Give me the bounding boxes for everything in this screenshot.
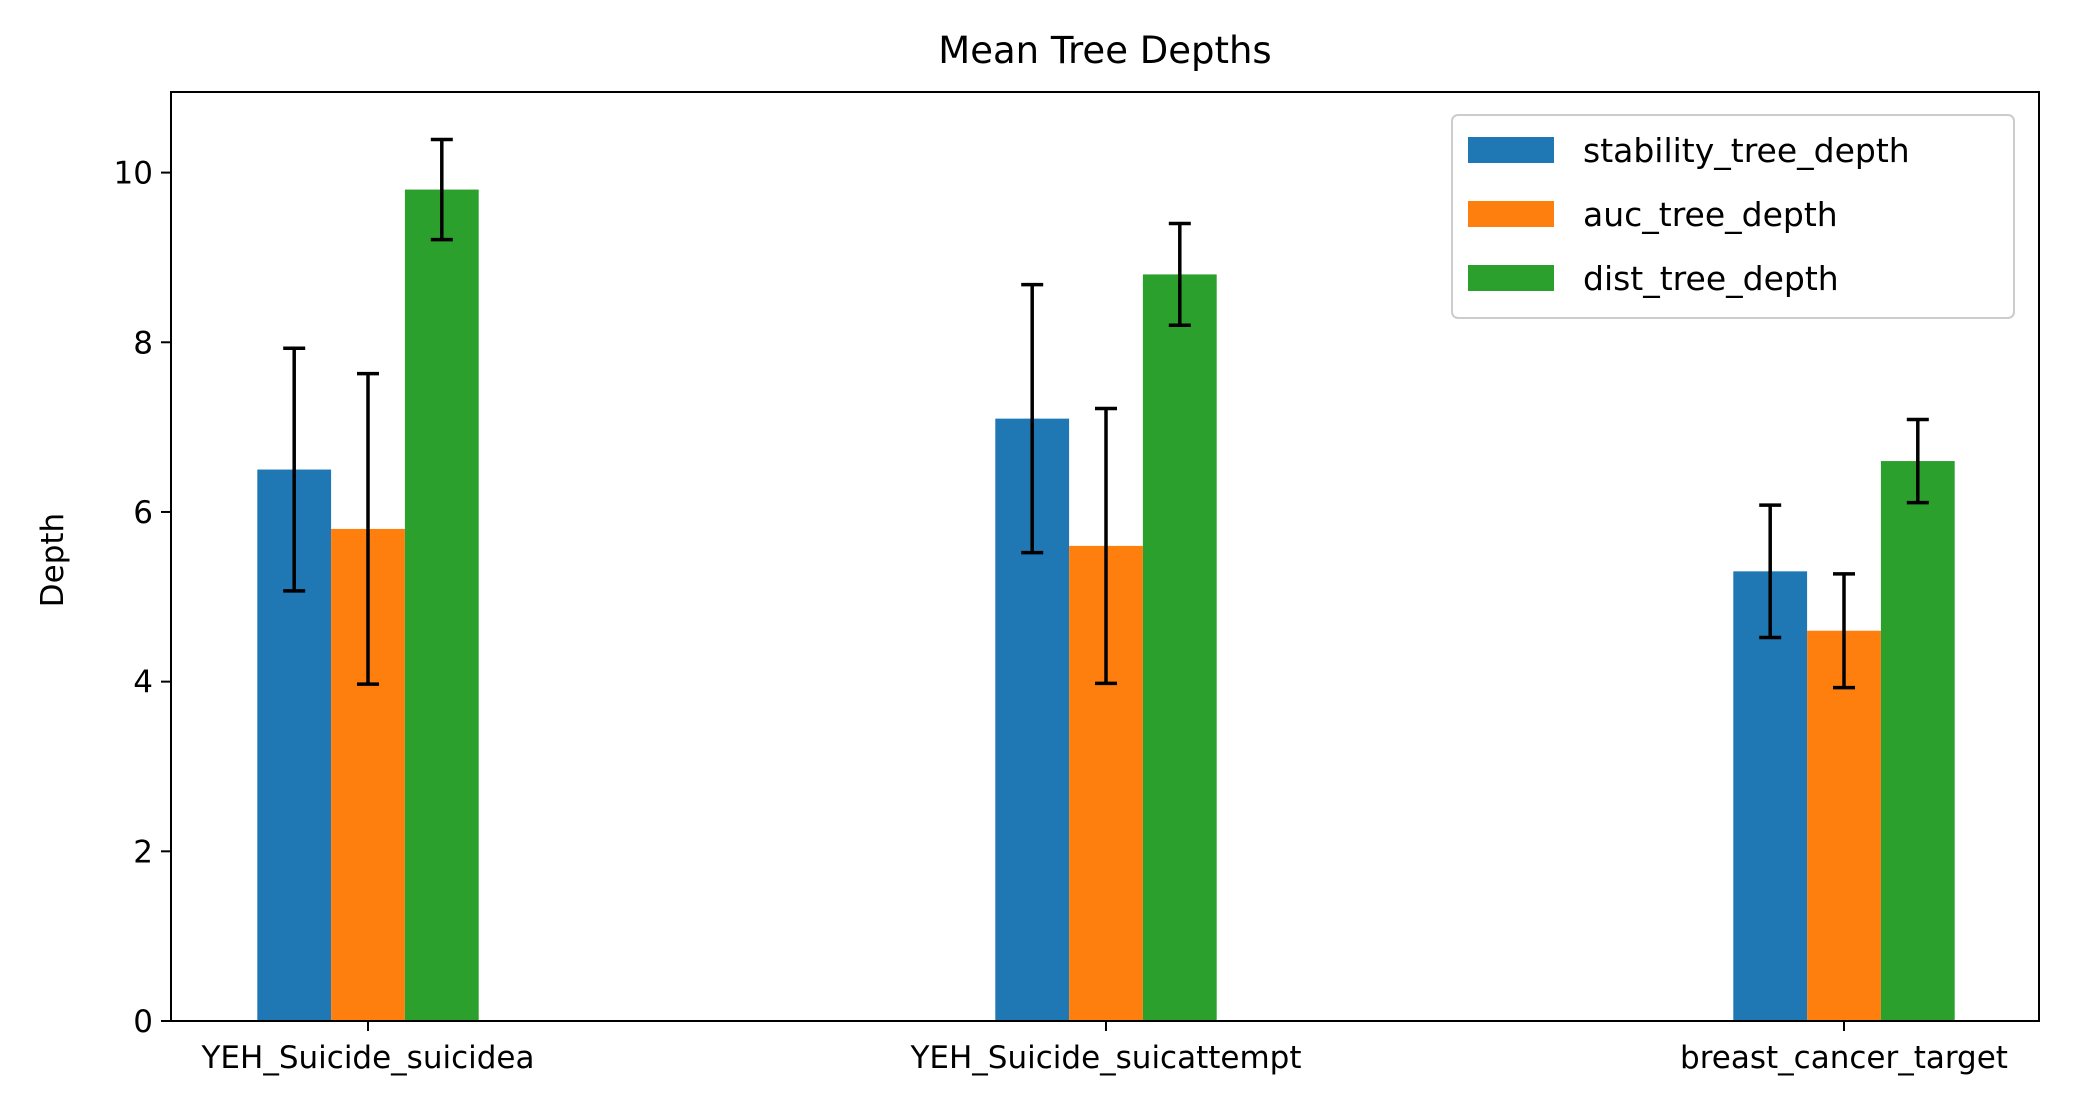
x-tick-label-1: YEH_Suicide_suicattempt — [909, 1040, 1301, 1076]
legend-swatch-dist_tree_depth — [1468, 265, 1554, 291]
legend-label-dist_tree_depth: dist_tree_depth — [1583, 259, 1839, 298]
bar-auc_tree_depth-2 — [1807, 630, 1881, 1021]
legend-swatch-stability_tree_depth — [1468, 137, 1554, 163]
legend-box — [1451, 114, 2015, 319]
x-axis: YEH_Suicide_suicidea YEH_Suicide_suicatte… — [201, 1021, 2008, 1076]
legend-swatch-auc_tree_depth — [1468, 201, 1554, 227]
y-axis: 0 2 4 6 8 10 — [114, 156, 171, 1040]
y-tick-label-3: 6 — [133, 495, 153, 531]
chart-title: Mean Tree Depths — [938, 29, 1271, 72]
x-tick-label-0: YEH_Suicide_suicidea — [201, 1040, 535, 1076]
y-tick-label-4: 8 — [133, 325, 153, 361]
bar-dist_tree_depth-2 — [1880, 461, 1955, 1021]
legend-label-stability_tree_depth: stability_tree_depth — [1583, 131, 1910, 170]
bar-stability_tree_depth-2 — [1733, 571, 1808, 1021]
bar-dist_tree_depth-1 — [1142, 274, 1217, 1022]
legend-label-auc_tree_depth: auc_tree_depth — [1583, 195, 1838, 234]
y-tick-label-1: 2 — [133, 834, 153, 870]
y-tick-label-0: 0 — [133, 1004, 153, 1040]
legend: stability_tree_depth auc_tree_depth dist_t… — [1451, 114, 2015, 319]
y-tick-label-2: 4 — [133, 665, 153, 701]
y-axis-label: Depth — [35, 513, 71, 607]
bar-dist_tree_depth-0 — [404, 189, 479, 1021]
plot-marks — [257, 137, 1955, 1022]
x-tick-label-2: breast_cancer_target — [1680, 1040, 2008, 1076]
y-tick-label-5: 10 — [114, 156, 153, 192]
